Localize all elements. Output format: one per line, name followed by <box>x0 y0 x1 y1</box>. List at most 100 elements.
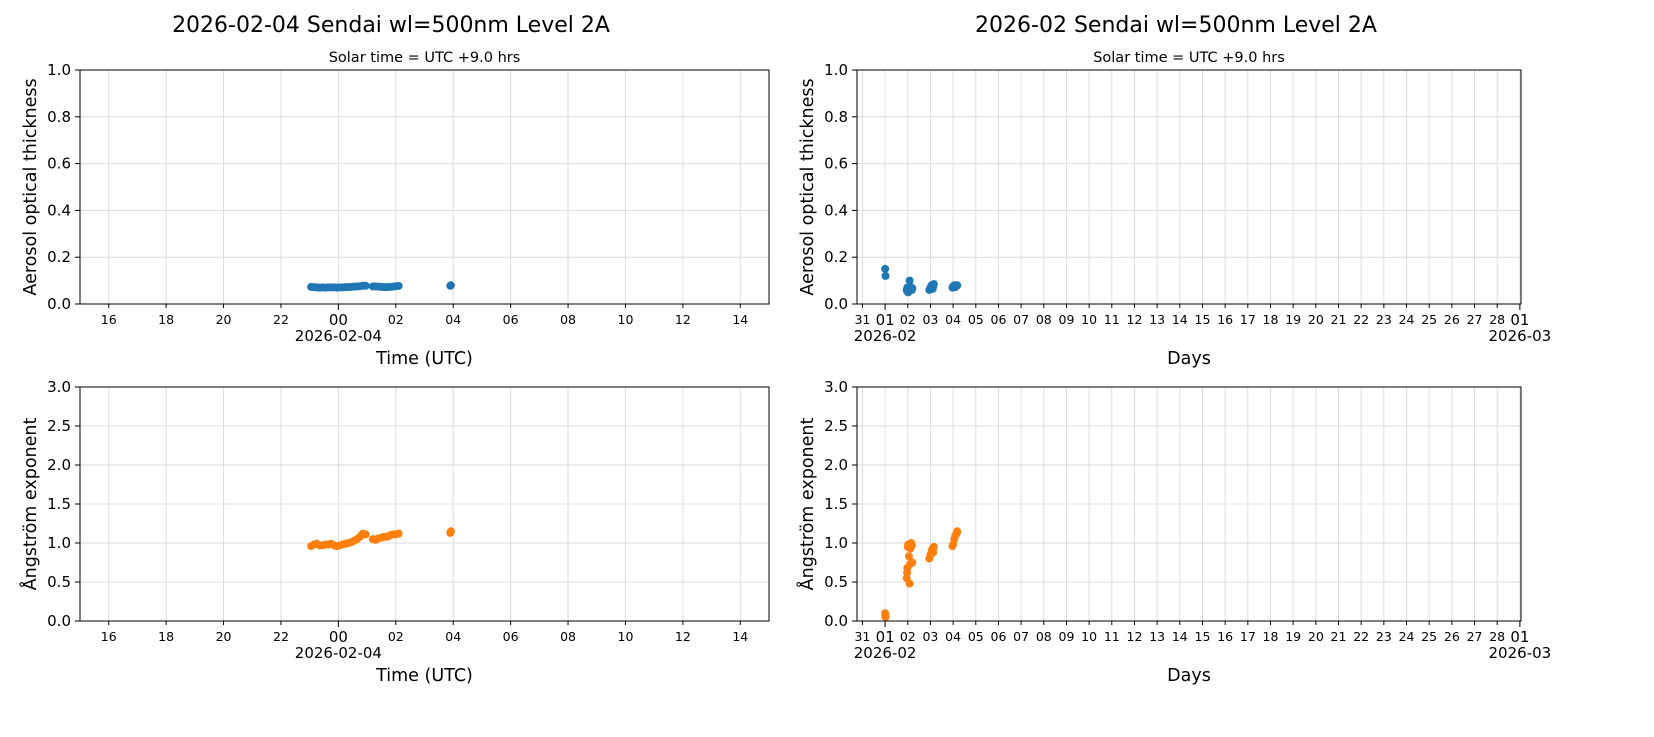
data-point <box>881 271 890 280</box>
data-point <box>446 527 455 536</box>
x-tick-label: 18 <box>158 629 174 644</box>
y-tick-label: 2.5 <box>47 417 71 435</box>
panel-daily-ae: 0.0 0.5 1.0 1.5 2.0 2.5 3.0 16 18 20 22 002026-02-0… <box>19 378 770 686</box>
data-point <box>361 530 370 539</box>
x-tick-label: 06 <box>991 312 1007 327</box>
x-tick-label: 13 <box>1149 629 1165 644</box>
y-tick-label: 0.5 <box>824 573 848 591</box>
y-tick-label: 0.8 <box>824 108 848 126</box>
x-tick-label: 09 <box>1059 629 1075 644</box>
x-tick-label: 21 <box>1331 312 1347 327</box>
x-tick-label: 18 <box>158 312 174 327</box>
x-tick-date-label: 2026-02-04 <box>295 327 382 345</box>
x-tick-label: 01 <box>876 311 895 329</box>
x-tick-label: 04 <box>945 312 961 327</box>
y-tick-label: 3.0 <box>47 378 71 396</box>
axes-subtitle: Solar time = UTC +9.0 hrs <box>329 50 521 66</box>
x-tick-label: 22 <box>273 312 289 327</box>
axes-subtitle: Solar time = UTC +9.0 hrs <box>1093 50 1285 66</box>
x-tick-label: 14 <box>1172 629 1188 644</box>
x-tick-label: 26 <box>1444 312 1460 327</box>
figure-title-monthly: 2026-02 Sendai wl=500nm Level 2A <box>975 13 1377 38</box>
x-tick-label: 06 <box>503 312 519 327</box>
data-point <box>908 558 917 567</box>
x-tick-label: 25 <box>1421 312 1437 327</box>
data-point <box>953 281 962 290</box>
y-tick-label: 1.0 <box>47 61 71 79</box>
x-axis-label: Time (UTC) <box>375 349 473 369</box>
x-tick-label: 18 <box>1263 629 1279 644</box>
x-tick-label: 28 <box>1489 312 1505 327</box>
y-tick-label: 1.0 <box>824 61 848 79</box>
x-tick-label: 07 <box>1013 312 1029 327</box>
data-point <box>881 613 890 622</box>
x-tick-label: 02 <box>388 629 404 644</box>
x-tick-label: 04 <box>445 312 461 327</box>
x-tick-label: 10 <box>1081 629 1097 644</box>
figure-title-daily: 2026-02-04 Sendai wl=500nm Level 2A <box>172 13 610 38</box>
x-tick-label: 14 <box>732 629 748 644</box>
x-tick-label: 04 <box>945 629 961 644</box>
data-point <box>953 527 962 536</box>
x-tick-label: 17 <box>1240 629 1256 644</box>
x-tick-label: 22 <box>273 629 289 644</box>
axes-frame <box>856 69 1522 305</box>
x-tick-label: 09 <box>1059 312 1075 327</box>
x-tick-label: 02 <box>900 312 916 327</box>
x-tick-label: 06 <box>991 629 1007 644</box>
x-tick-label: 01 <box>1510 628 1529 646</box>
x-tick-label: 13 <box>1149 312 1165 327</box>
x-tick-label: 18 <box>1263 312 1279 327</box>
x-tick-label: 08 <box>560 312 576 327</box>
x-tick-label: 10 <box>618 312 634 327</box>
x-tick-label: 11 <box>1104 629 1120 644</box>
y-tick-label: 0.0 <box>47 295 71 313</box>
data-point <box>929 280 938 289</box>
x-tick-date-label: 2026-03 <box>1489 644 1552 662</box>
x-tick-label: 14 <box>1172 312 1188 327</box>
x-tick-label: 21 <box>1331 629 1347 644</box>
data-point <box>904 552 913 561</box>
x-tick-label: 07 <box>1013 629 1029 644</box>
x-tick-label: 12 <box>1127 312 1143 327</box>
x-tick-label: 04 <box>445 629 461 644</box>
x-tick-label: 00 <box>329 628 348 646</box>
x-axis-label: Time (UTC) <box>375 666 473 686</box>
x-tick-label: 15 <box>1195 312 1211 327</box>
x-tick-label: 19 <box>1285 312 1301 327</box>
x-axis-label: Days <box>1167 349 1211 369</box>
y-tick-label: 2.0 <box>47 456 71 474</box>
data-point <box>907 541 916 550</box>
axes-frame <box>79 69 770 305</box>
x-tick-label: 14 <box>732 312 748 327</box>
y-tick-label: 3.0 <box>824 378 848 396</box>
data-point <box>908 284 917 293</box>
x-tick-label: 08 <box>1036 629 1052 644</box>
x-tick-date-label: 2026-02 <box>854 327 917 345</box>
x-tick-label: 15 <box>1195 629 1211 644</box>
x-tick-label: 31 <box>854 629 870 644</box>
x-tick-label: 10 <box>618 629 634 644</box>
x-tick-label: 27 <box>1467 629 1483 644</box>
x-axis-label: Days <box>1167 666 1211 686</box>
x-tick-label: 08 <box>1036 312 1052 327</box>
x-tick-label: 20 <box>216 312 232 327</box>
x-tick-label: 20 <box>1308 629 1324 644</box>
x-tick-label: 11 <box>1104 312 1120 327</box>
x-tick-label: 12 <box>675 312 691 327</box>
x-tick-label: 00 <box>329 311 348 329</box>
x-tick-date-label: 2026-02 <box>854 644 917 662</box>
y-tick-label: 1.0 <box>824 534 848 552</box>
x-tick-label: 03 <box>922 629 938 644</box>
x-tick-label: 31 <box>854 312 870 327</box>
x-tick-label: 05 <box>968 629 984 644</box>
x-tick-label: 23 <box>1376 629 1392 644</box>
y-axis-label: Ångström exponent <box>796 418 818 591</box>
x-tick-label: 17 <box>1240 312 1256 327</box>
x-tick-label: 08 <box>560 629 576 644</box>
x-tick-label: 12 <box>675 629 691 644</box>
x-tick-label: 03 <box>922 312 938 327</box>
y-tick-label: 0.0 <box>47 612 71 630</box>
